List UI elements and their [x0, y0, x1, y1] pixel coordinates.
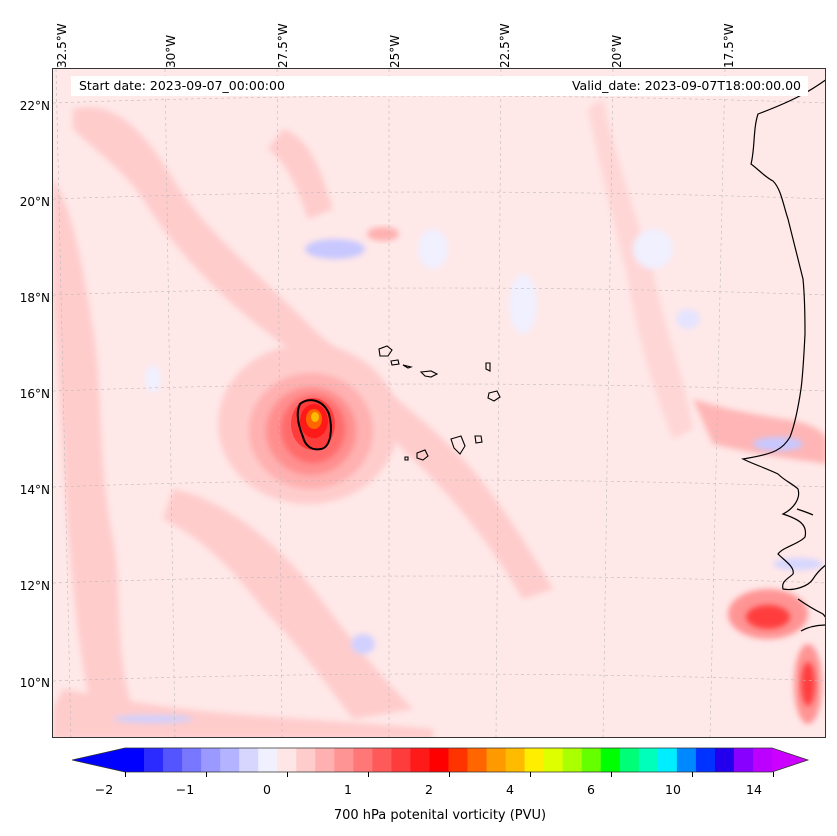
colorbar-swatch	[752, 748, 773, 772]
colorbar-swatch	[619, 748, 640, 772]
colorbar-swatch	[714, 748, 735, 772]
colorbar-swatch	[562, 748, 583, 772]
colorbar-swatch	[334, 748, 354, 772]
colorbar-swatch	[429, 748, 449, 772]
colorbar-tick-label: 0	[263, 782, 271, 797]
colorbar-swatch	[353, 748, 373, 772]
colorbar-swatch	[372, 748, 392, 772]
colorbar-over-arrow	[772, 748, 808, 772]
lon-label-30w: 30°W	[164, 34, 178, 68]
lon-label-22-5w: 22.5°W	[498, 23, 512, 68]
colorbar-swatch	[467, 748, 488, 772]
pv-contours-negative	[113, 229, 823, 723]
colorbar-swatch	[277, 748, 297, 772]
colorbar-tick-label: 1	[344, 782, 352, 797]
colorbar-swatch	[163, 748, 183, 772]
lat-label-10n: 10°N	[19, 676, 50, 690]
lat-label-14n: 14°N	[19, 483, 50, 497]
colorbar-swatch	[448, 748, 469, 772]
lat-label-12n: 12°N	[19, 579, 50, 593]
lon-label-25w: 25°W	[388, 34, 402, 68]
africa-coastline	[741, 79, 825, 632]
colorbar-tick-label: −2	[94, 782, 114, 797]
colorbar-swatch	[638, 748, 659, 772]
colorbar-swatch	[581, 748, 602, 772]
colorbar-swatch	[505, 748, 526, 772]
lon-label-20w: 20°W	[610, 34, 624, 68]
colorbar-swatch	[676, 748, 697, 772]
colorbar-tick-label: −1	[175, 782, 195, 797]
colorbar-swatch	[296, 748, 316, 772]
cape-verde-islands	[378, 345, 501, 461]
lon-label-17-5w: 17.5°W	[722, 23, 736, 68]
colorbar-swatch	[524, 748, 545, 772]
colorbar-swatch	[543, 748, 564, 772]
colorbar	[72, 747, 810, 777]
colorbar-swatch	[486, 748, 507, 772]
colorbar-swatch	[657, 748, 678, 772]
colorbar-title: 700 hPa potenital vorticity (PVU)	[333, 808, 547, 823]
colorbar-swatch	[239, 748, 259, 772]
lat-label-18n: 18°N	[19, 291, 50, 305]
pv-field	[53, 69, 825, 737]
map-gridlines	[53, 69, 825, 737]
lat-label-20n: 20°N	[19, 195, 50, 209]
map-plot-area	[52, 68, 826, 738]
colorbar-swatch	[600, 748, 621, 772]
pv-coastal-maxima	[367, 227, 822, 724]
colorbar-under-arrow	[72, 748, 125, 772]
start-date-label: Start date: 2023-09-07_00:00:00	[79, 78, 285, 93]
colorbar-tick-label: 2	[425, 782, 433, 797]
colorbar-tick-label: 10	[665, 782, 681, 797]
colorbar-tick-label: 4	[506, 782, 514, 797]
colorbar-swatch	[258, 748, 278, 772]
colorbar-swatch	[410, 748, 430, 772]
colorbar-swatch	[220, 748, 240, 772]
map-info-bar	[71, 76, 808, 96]
pv-background	[53, 69, 825, 737]
colorbar-tick-label: 14	[746, 782, 762, 797]
colorbar-swatch	[201, 748, 221, 772]
colorbar-swatch	[125, 748, 145, 772]
lat-label-16n: 16°N	[19, 387, 50, 401]
colorbar-swatch	[391, 748, 411, 772]
lon-label-27-5w: 27.5°W	[276, 23, 290, 68]
lon-label-32-5w: 32.5°W	[55, 23, 69, 68]
colorbar-swatch	[182, 748, 202, 772]
colorbar-swatch	[695, 748, 716, 772]
lat-label-22n: 22°N	[19, 99, 50, 113]
colorbar-swatch	[144, 748, 164, 772]
colorbar-tick-label: 6	[587, 782, 595, 797]
valid-date-label: Valid_date: 2023-09-07T18:00:00.00	[571, 78, 801, 93]
colorbar-swatch	[315, 748, 335, 772]
colorbar-swatch	[733, 748, 754, 772]
